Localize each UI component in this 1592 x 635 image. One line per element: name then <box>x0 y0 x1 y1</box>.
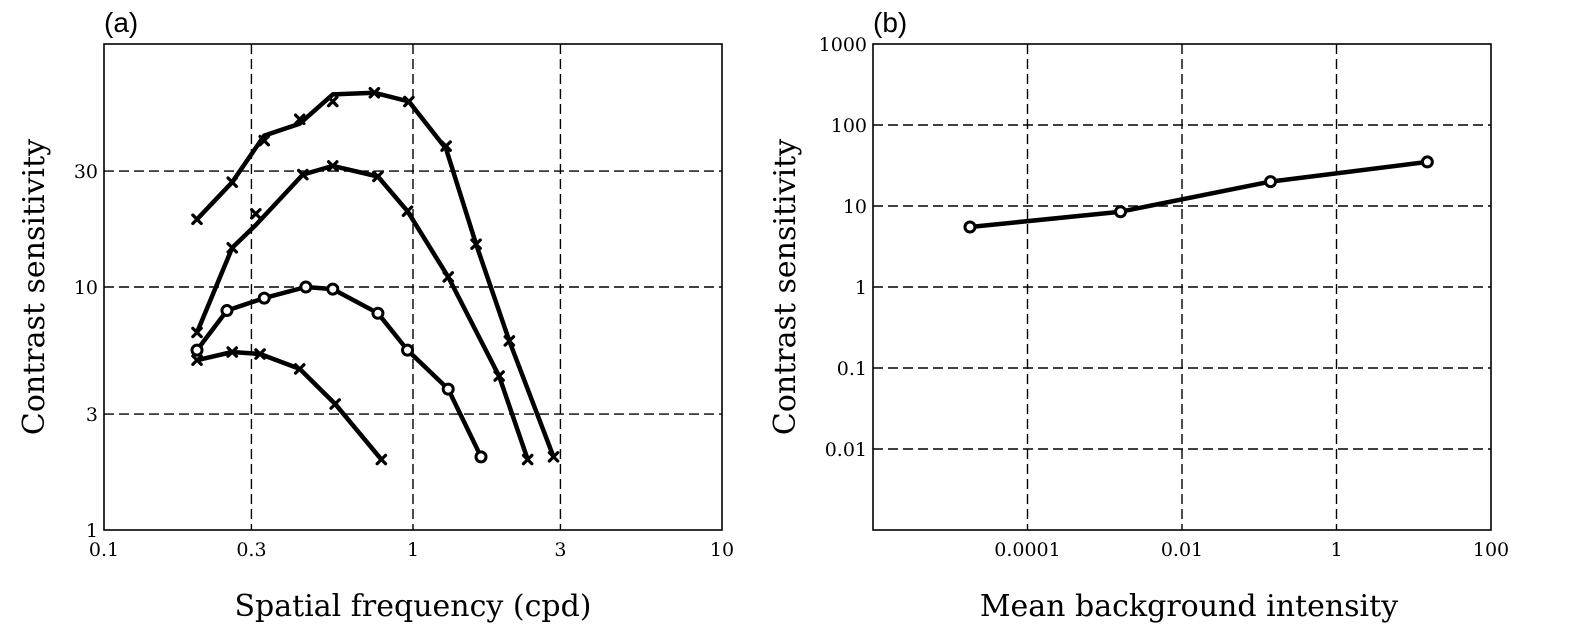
a-series-2-point <box>326 160 339 172</box>
a-series-4-point <box>191 354 203 366</box>
panel-a-plot-frame <box>103 43 723 531</box>
b-x-tick-label: 1 <box>1330 539 1342 561</box>
a-series-1-point <box>293 113 306 126</box>
a-series-4-point <box>254 348 266 360</box>
a-series-2-line <box>194 163 530 462</box>
a-x-tick-label: 0.1 <box>89 539 119 561</box>
b-y-tick-label: 100 <box>831 115 867 137</box>
a-series-3-point <box>401 343 415 357</box>
a-series-1-point <box>403 95 415 108</box>
panel-b-series-group <box>963 155 1434 234</box>
b-x-tick-label: 0.0001 <box>994 539 1060 561</box>
a-series-1-line <box>194 90 556 460</box>
a-x-tick-label: 0.3 <box>236 539 266 561</box>
a-x-tick-label: 10 <box>710 539 734 561</box>
a-series-1-point <box>503 335 516 347</box>
panel-a-grid <box>104 44 722 530</box>
a-y-tick-label: 3 <box>86 404 98 426</box>
a-series-1-point <box>470 238 482 251</box>
b-y-tick-label: 0.1 <box>837 358 867 380</box>
a-series-2 <box>191 160 534 466</box>
a-series-2-point <box>297 168 309 181</box>
a-series-1-point <box>368 86 381 99</box>
a-series-2-point <box>372 170 384 183</box>
a-series-2-point <box>401 205 414 218</box>
a-series-2-point <box>226 241 239 254</box>
panel-b-y-axis-label: Contrast sensitivity <box>768 139 803 435</box>
a-series-4-point <box>293 363 306 375</box>
b-series-1-line <box>967 159 1430 230</box>
a-series-4-point <box>375 453 388 466</box>
b-x-tick-label: 0.01 <box>1161 539 1203 561</box>
a-series-1 <box>191 86 560 463</box>
panel-a-contrast-vs-spatial-frequency: 0.1 0.3 1 3 10 1 3 10 30 (a) Spatial frequency (… <box>17 7 734 624</box>
a-series-2-point <box>250 208 262 220</box>
a-series-3-line <box>194 284 484 460</box>
b-series-1-point <box>1420 155 1434 169</box>
a-series-1-point <box>258 134 271 147</box>
b-y-tick-label: 10 <box>843 196 867 218</box>
a-series-3-point <box>190 343 204 357</box>
a-series-1-point <box>547 451 560 463</box>
a-x-tick-label: 1 <box>407 539 419 561</box>
panel-b-grid <box>873 44 1491 530</box>
a-series-2-point <box>521 453 534 466</box>
b-series-1-point <box>1114 205 1128 219</box>
b-series-1-point <box>1264 175 1278 189</box>
b-y-tick-label: 1000 <box>819 34 867 56</box>
a-series-1-point <box>326 95 339 108</box>
a-y-tick-label: 10 <box>74 277 98 299</box>
panel-a-x-axis-label: Spatial frequency (cpd) <box>234 589 591 624</box>
a-series-1-point <box>226 176 239 188</box>
a-series-1-point <box>440 140 452 152</box>
b-series-1 <box>963 155 1434 234</box>
a-series-1-point <box>191 213 203 226</box>
a-series-3-point <box>257 291 271 305</box>
a-series-3-point <box>441 382 455 396</box>
panel-a-y-axis-label: Contrast sensitivity <box>17 139 52 435</box>
panel-b-tick-labels: 0.0001 0.01 1 100 0.01 0.1 1 10 100 1000 <box>819 34 1509 561</box>
a-series-3-point <box>474 450 488 464</box>
b-x-tick-label: 100 <box>1473 539 1509 561</box>
a-x-tick-label: 3 <box>554 539 566 561</box>
panel-b-label: (b) <box>873 7 907 38</box>
b-y-tick-label: 0.01 <box>825 439 867 461</box>
panel-b-contrast-vs-background-intensity: 0.0001 0.01 1 100 0.01 0.1 1 10 100 1000 (b) Mean… <box>768 7 1509 624</box>
a-series-4-point <box>226 346 239 358</box>
panel-b-plot-frame <box>872 43 1492 531</box>
panel-b-x-axis-label: Mean background intensity <box>980 589 1398 624</box>
b-series-1-point <box>963 220 977 234</box>
panel-a-tick-labels: 0.1 0.3 1 3 10 1 3 10 30 <box>74 161 734 561</box>
a-series-4-line <box>194 349 384 462</box>
a-series-4-point <box>329 398 341 410</box>
a-series-3-point <box>299 280 313 294</box>
a-series-3-point <box>371 306 385 320</box>
a-series-3 <box>190 280 488 464</box>
a-series-3-point <box>326 282 340 296</box>
panel-a-label: (a) <box>104 7 138 38</box>
a-series-4 <box>191 346 388 466</box>
a-series-2-point <box>493 370 505 382</box>
b-y-tick-label: 1 <box>855 277 867 299</box>
a-y-tick-label: 30 <box>74 161 98 183</box>
a-y-tick-label: 1 <box>86 520 98 542</box>
a-series-2-point <box>442 271 455 283</box>
a-series-2-point <box>191 326 203 339</box>
a-series-3-point <box>220 304 234 318</box>
panel-a-series-group <box>190 86 560 466</box>
